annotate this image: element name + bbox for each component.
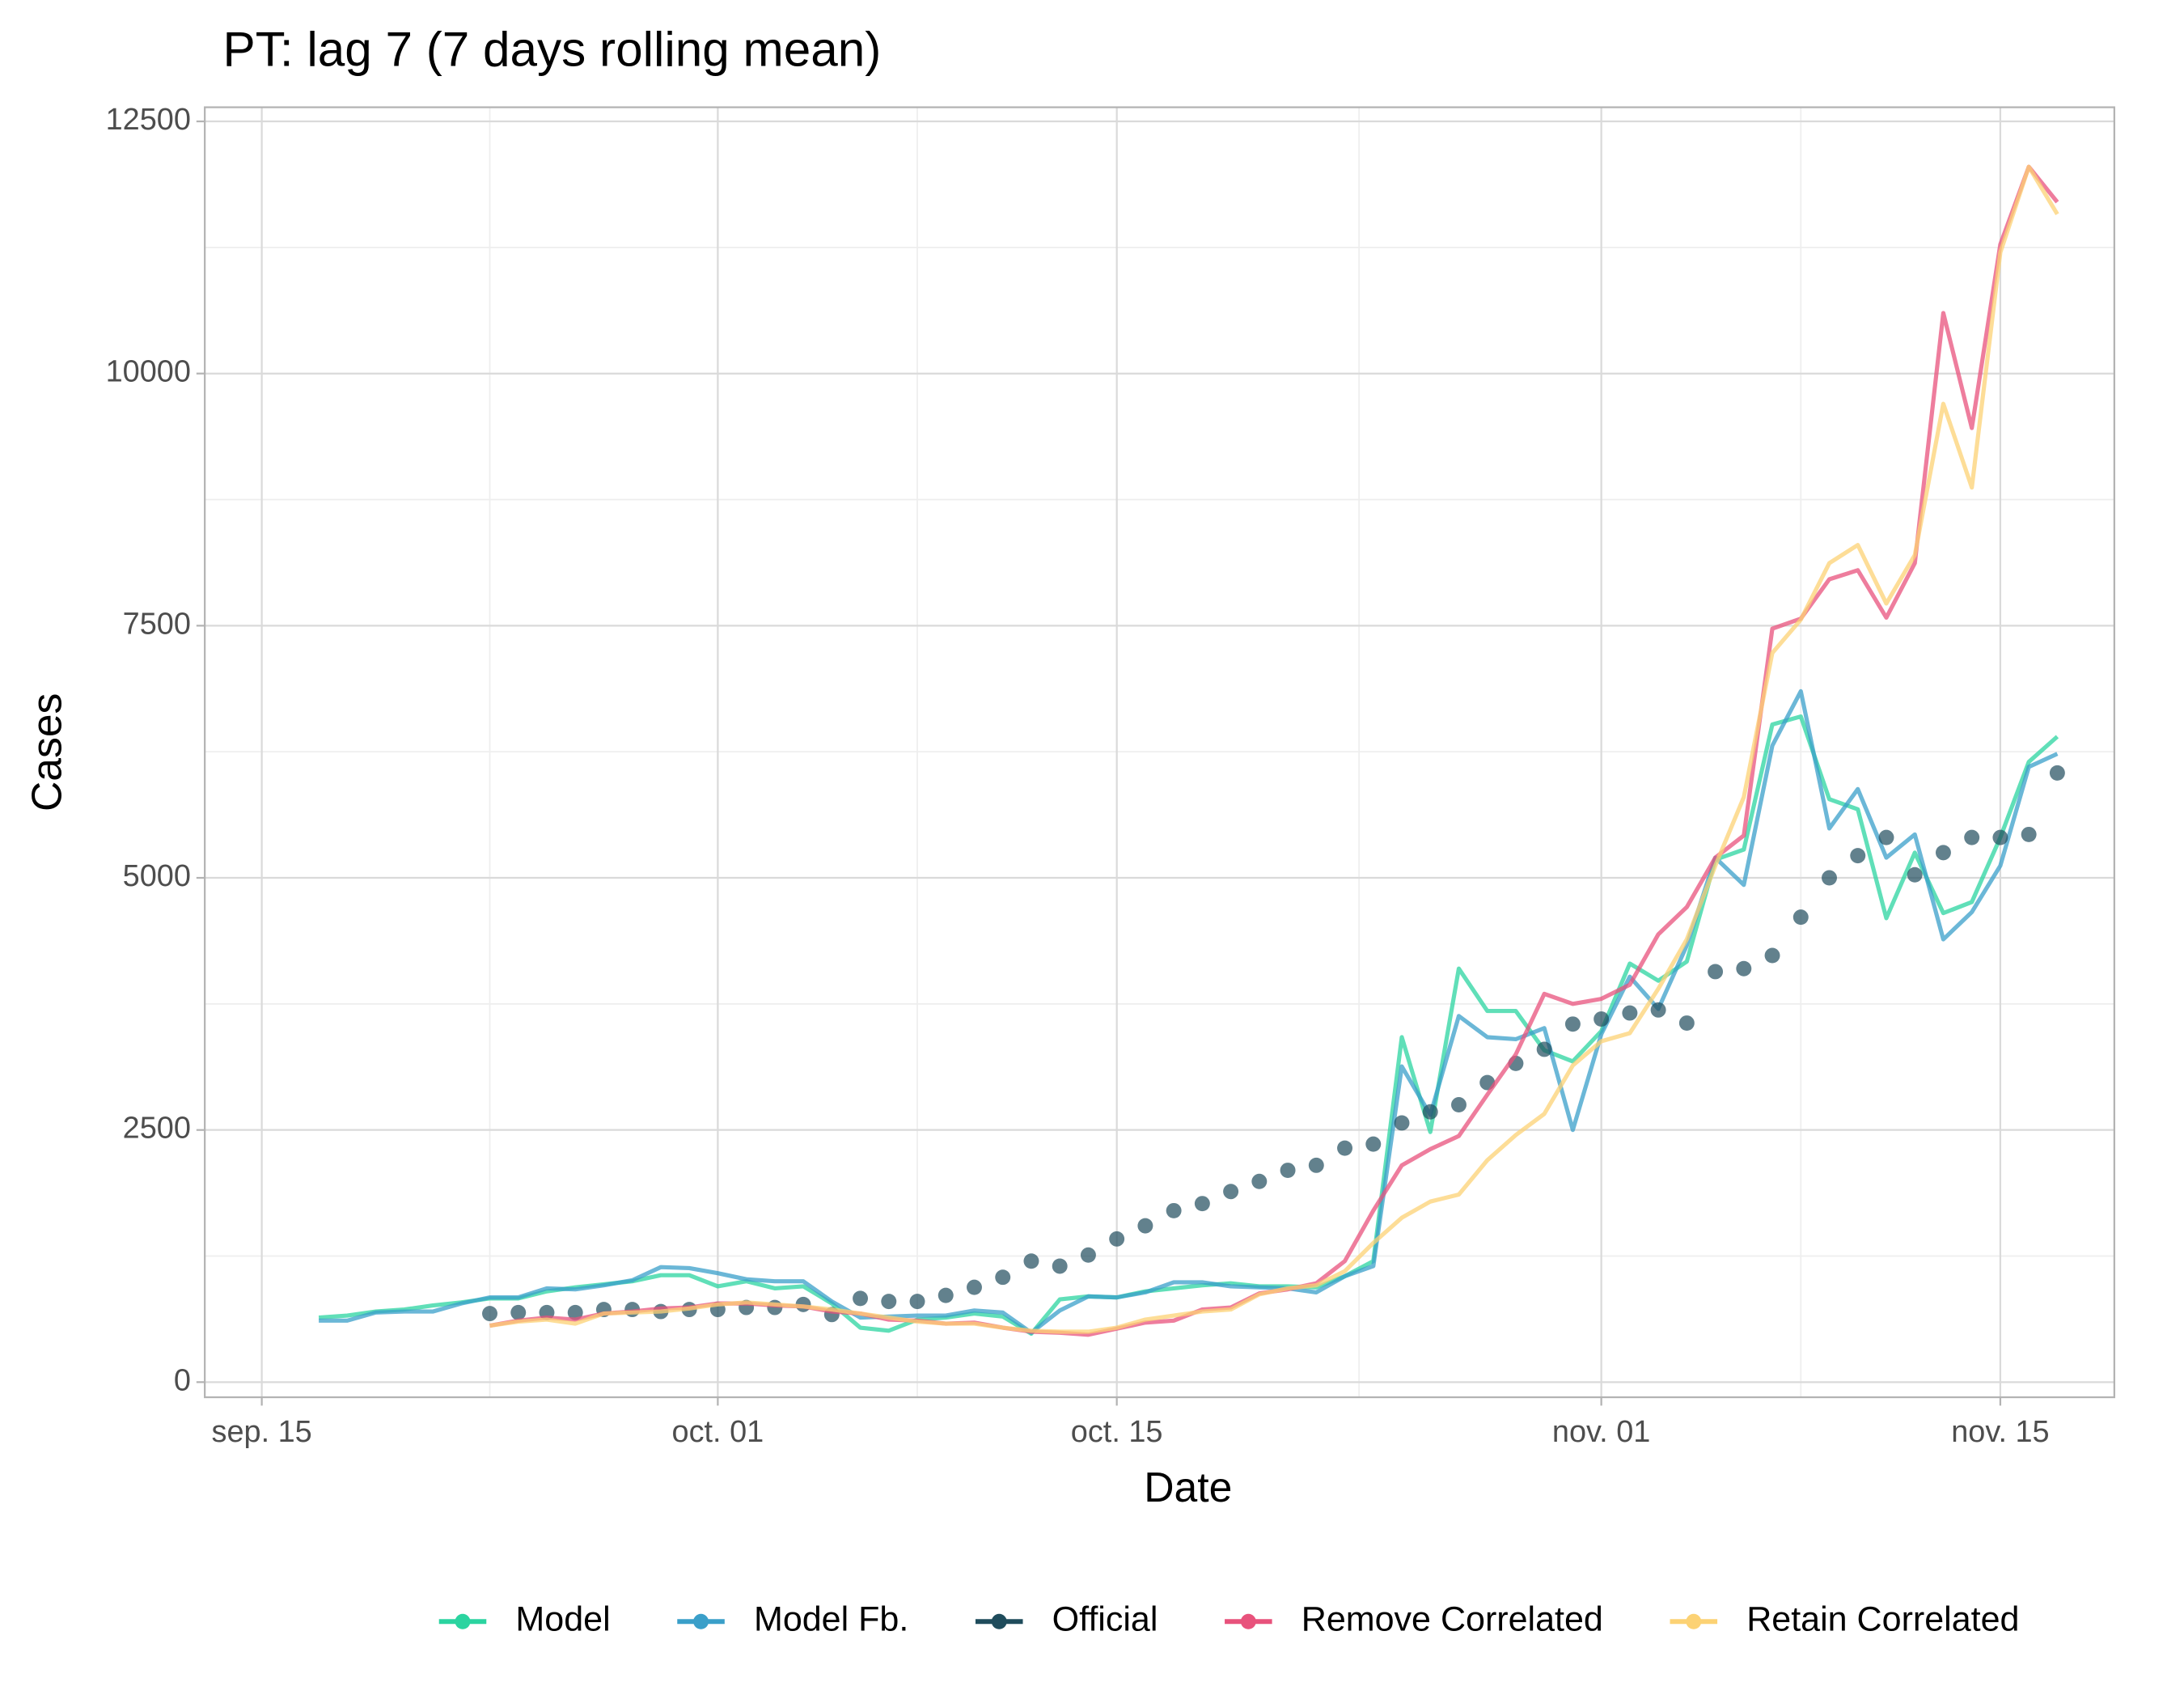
legend-label: Model xyxy=(515,1600,610,1639)
data-point xyxy=(1992,829,2008,845)
data-point xyxy=(510,1304,527,1320)
legend-label: Retain Correlated xyxy=(1746,1600,2019,1639)
chart-title: PT: lag 7 (7 days rolling mean) xyxy=(223,21,882,76)
data-point xyxy=(2021,826,2037,842)
data-point xyxy=(1450,1097,1467,1112)
data-point xyxy=(1223,1184,1239,1200)
x-tick-label: oct. 01 xyxy=(672,1415,764,1449)
y-tick-label: 10000 xyxy=(106,355,191,389)
plot-border xyxy=(204,106,2115,1399)
data-point xyxy=(967,1279,982,1295)
data-point xyxy=(1822,870,1837,886)
data-point xyxy=(1878,829,1894,845)
legend-label: Official xyxy=(1052,1600,1158,1639)
data-point xyxy=(1650,1002,1666,1018)
data-point xyxy=(909,1294,925,1310)
x-tick-label: nov. 01 xyxy=(1552,1415,1650,1449)
y-tick-label: 12500 xyxy=(106,103,191,137)
data-point xyxy=(1194,1196,1210,1212)
data-point xyxy=(1052,1258,1068,1274)
data-point xyxy=(1764,947,1780,964)
data-point xyxy=(938,1287,954,1303)
legend-key-point xyxy=(693,1613,709,1629)
series-line xyxy=(489,164,2059,1334)
data-point xyxy=(1850,848,1866,864)
x-tick-label: nov. 15 xyxy=(1951,1415,2049,1449)
data-point xyxy=(482,1306,497,1322)
y-tick-label: 0 xyxy=(174,1363,191,1397)
data-point xyxy=(1394,1115,1410,1131)
y-axis-label: Cases xyxy=(23,693,70,811)
data-point xyxy=(2049,765,2065,781)
x-tick-label: sep. 15 xyxy=(212,1415,312,1449)
data-point xyxy=(1422,1104,1438,1120)
data-point xyxy=(1736,960,1752,977)
y-tick-label: 2500 xyxy=(123,1112,191,1146)
legend-label: Remove Correlated xyxy=(1302,1600,1603,1639)
data-point xyxy=(1365,1136,1382,1152)
data-point xyxy=(881,1294,897,1310)
legend-key-point xyxy=(455,1613,471,1629)
data-point xyxy=(1708,964,1724,980)
data-point xyxy=(1935,845,1951,861)
x-axis-label: Date xyxy=(1144,1464,1232,1510)
series-line xyxy=(319,688,2059,1335)
data-point xyxy=(1080,1247,1096,1263)
data-point xyxy=(1137,1218,1153,1234)
y-tick-label: 7500 xyxy=(123,607,191,641)
y-tick-label: 5000 xyxy=(123,859,191,893)
data-point xyxy=(1109,1231,1125,1247)
data-point xyxy=(1251,1173,1268,1189)
data-point xyxy=(1594,1011,1610,1027)
x-tick-label: oct. 15 xyxy=(1071,1415,1163,1449)
data-point xyxy=(1536,1041,1552,1057)
data-point xyxy=(853,1290,869,1307)
data-point xyxy=(1907,866,1923,883)
data-point xyxy=(1622,1005,1638,1021)
data-point xyxy=(1023,1253,1039,1269)
data-point xyxy=(1564,1016,1581,1032)
data-point xyxy=(995,1269,1011,1286)
data-point xyxy=(567,1304,583,1320)
data-point xyxy=(1308,1157,1324,1173)
data-point xyxy=(1964,829,1980,845)
data-point xyxy=(1678,1015,1695,1032)
legend-key-point xyxy=(1686,1613,1702,1629)
legend-label: Model Fb. xyxy=(754,1600,908,1639)
legend-key-point xyxy=(991,1613,1007,1629)
data-point xyxy=(1166,1202,1182,1218)
data-point xyxy=(1792,909,1809,926)
legend: Model Model Fb. Official Remove Correlated R… xyxy=(438,1600,2019,1639)
data-point xyxy=(1337,1140,1353,1156)
legend-key-point xyxy=(1240,1613,1256,1629)
data-point xyxy=(1280,1163,1296,1179)
